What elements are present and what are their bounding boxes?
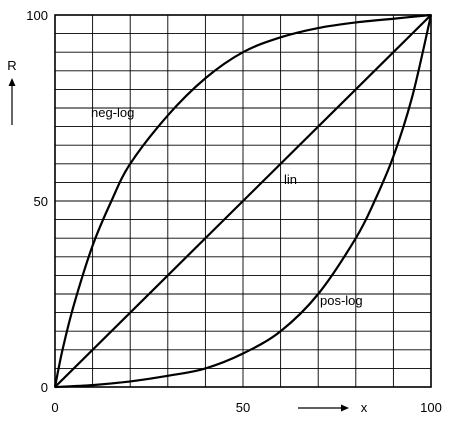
series-line-pos-log: [54, 14, 433, 389]
series-label-lin: lin: [284, 172, 297, 187]
plot-frame: [54, 14, 432, 388]
y-axis-label: R: [7, 58, 16, 73]
x-axis-label: x: [361, 400, 368, 415]
y-tick-label-50: 50: [34, 194, 48, 209]
x-axis-arrow-icon: [298, 404, 349, 412]
series-line-lin: [54, 14, 432, 388]
series-label-pos-log: pos-log: [320, 293, 363, 308]
x-tick-label-0: 0: [51, 400, 58, 415]
series-line-neg-log: [53, 13, 432, 388]
series-label-neg-log: neg-log: [91, 105, 134, 120]
y-axis-arrow-icon: [8, 78, 16, 125]
y-tick-label-0: 0: [41, 380, 48, 395]
x-tick-label-50: 50: [236, 400, 250, 415]
y-tick-label-100: 100: [26, 8, 48, 23]
x-tick-label-100: 100: [420, 400, 442, 415]
series-group: [53, 13, 433, 389]
